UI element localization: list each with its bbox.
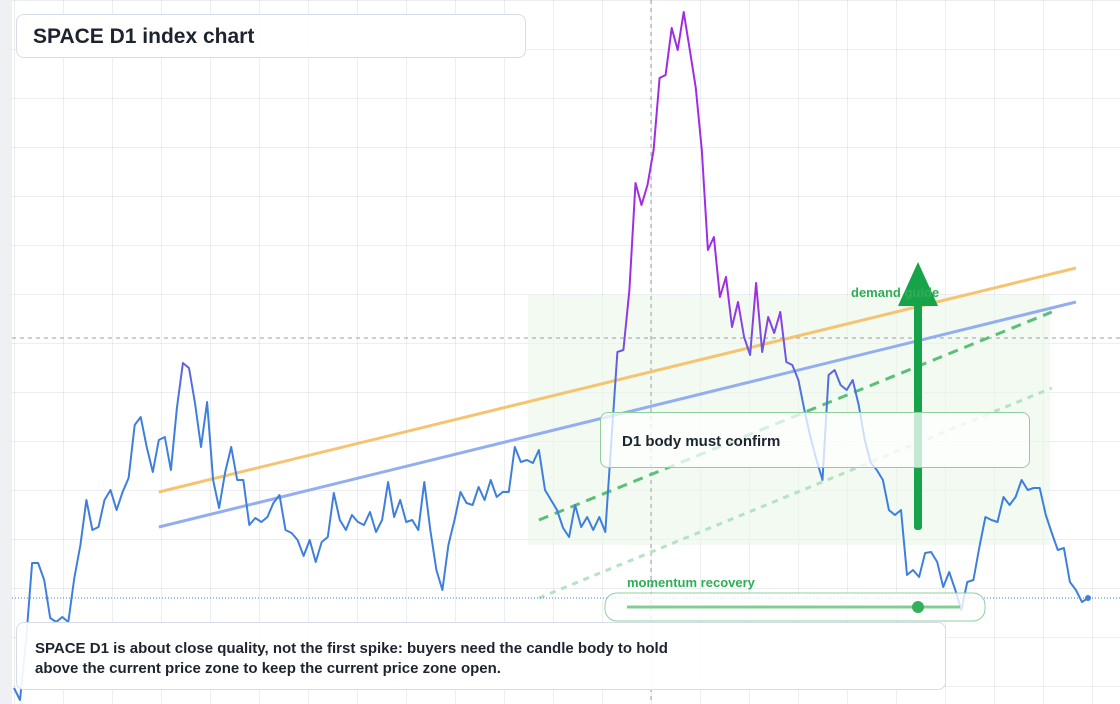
- last-price-dot: [1085, 595, 1091, 601]
- annotation-box: D1 body must confirm: [600, 412, 1030, 468]
- price-line: [13, 11, 1089, 701]
- chart-title: SPACE D1 index chart: [16, 14, 526, 58]
- slider-handle[interactable]: [912, 601, 924, 613]
- note-line: above the current price zone to keep the…: [35, 660, 501, 677]
- annotation: demand guide: [851, 285, 940, 300]
- annotation: momentum recovery: [627, 575, 755, 590]
- note-line: SPACE D1 is about close quality, not the…: [35, 640, 668, 657]
- annotation: D1 body must confirm: [622, 433, 781, 450]
- left-rail: [0, 0, 12, 704]
- arrow-head: [898, 262, 938, 306]
- note-box: SPACE D1 is about close quality, not the…: [16, 622, 946, 690]
